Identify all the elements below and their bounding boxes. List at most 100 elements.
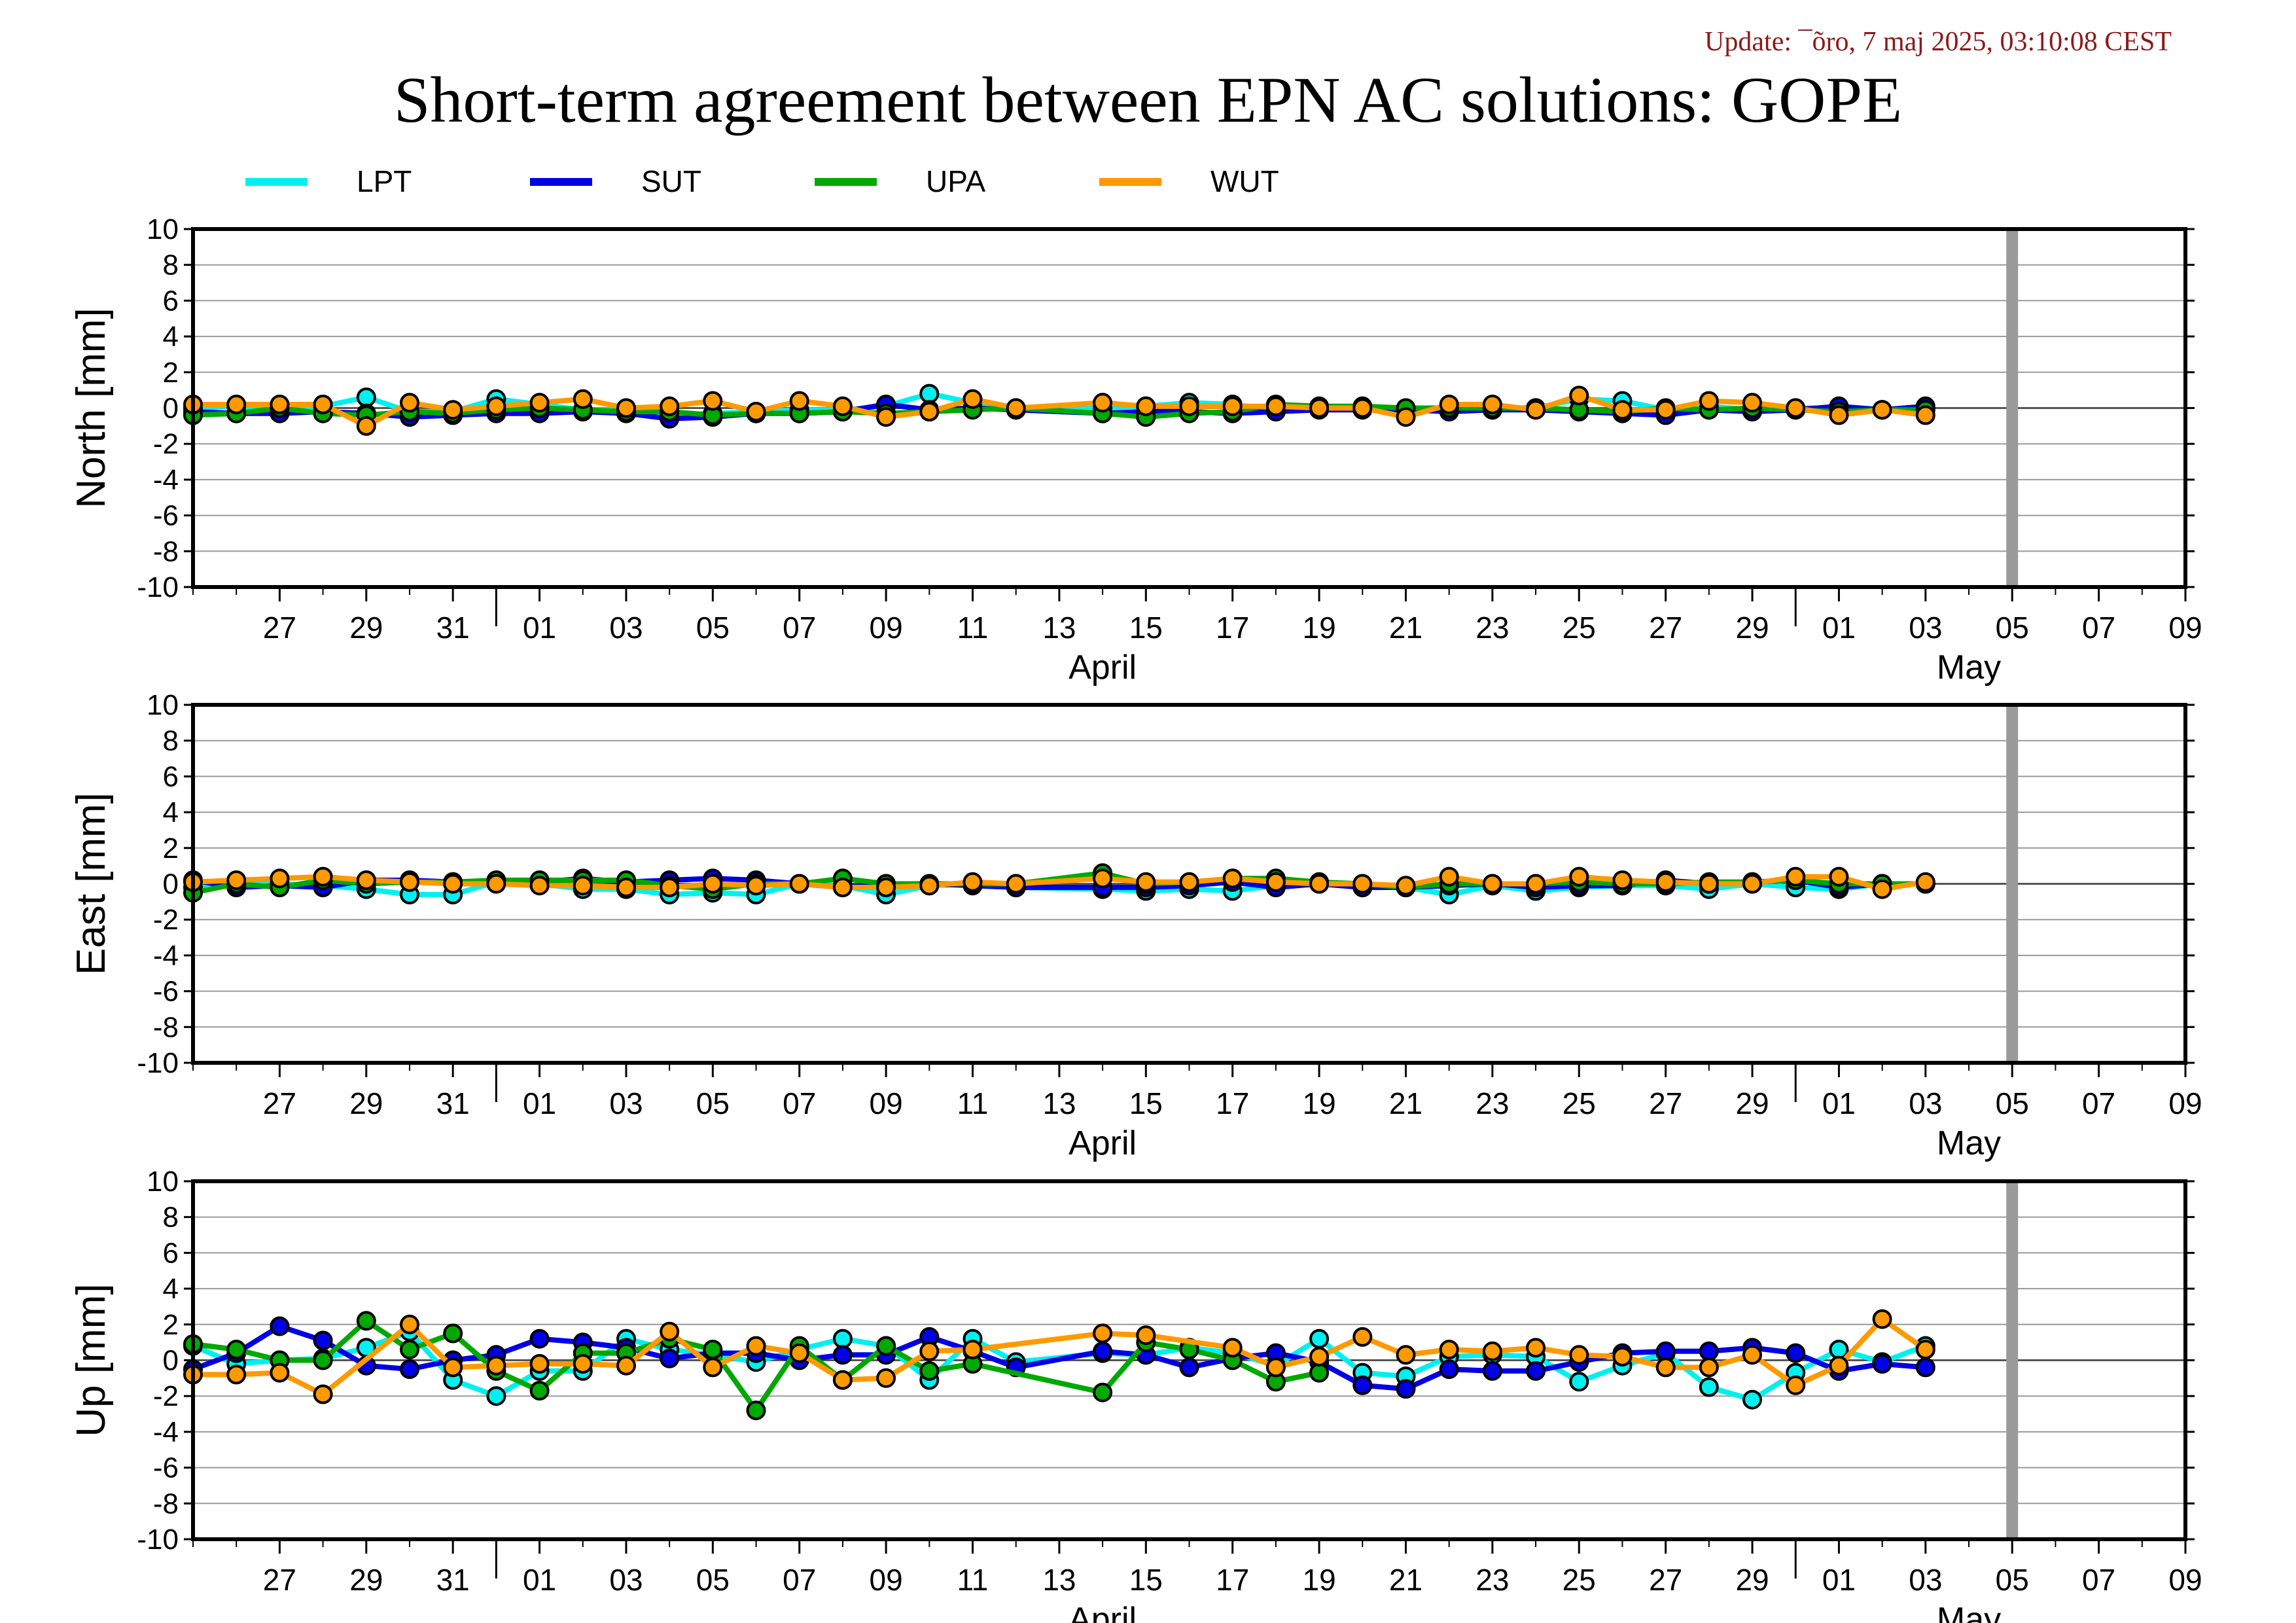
data-point-wut bbox=[313, 866, 333, 887]
x-tick-label: 01 bbox=[523, 1563, 556, 1597]
data-point-wut bbox=[1265, 1357, 1286, 1378]
x-tick-label: 03 bbox=[609, 611, 643, 645]
data-point-sut bbox=[1655, 1341, 1676, 1361]
data-point-wut bbox=[660, 1321, 680, 1342]
x-tick-label: 25 bbox=[1563, 1563, 1596, 1597]
data-point-wut bbox=[616, 398, 636, 418]
y-tick-label: 10 bbox=[147, 213, 179, 245]
data-point-wut bbox=[573, 876, 593, 896]
x-tick-label: 19 bbox=[1303, 1563, 1336, 1597]
series-line-sut bbox=[192, 1323, 1926, 1392]
series-line-wut bbox=[193, 393, 1926, 429]
data-point-sut bbox=[1786, 1343, 1806, 1363]
data-point-upa bbox=[443, 1323, 463, 1344]
data-point-wut bbox=[746, 876, 766, 896]
data-point-lpt bbox=[356, 387, 376, 408]
x-tick-label: 23 bbox=[1475, 1086, 1509, 1120]
y-tick-label: 0 bbox=[163, 868, 179, 901]
x-tick-label: 21 bbox=[1389, 1563, 1422, 1597]
data-point-wut bbox=[876, 1368, 896, 1388]
data-point-lpt bbox=[1742, 1389, 1762, 1410]
data-point-wut bbox=[660, 396, 680, 416]
y-tick-label: -6 bbox=[153, 1452, 179, 1484]
data-point-wut bbox=[356, 416, 376, 436]
data-point-wut bbox=[1396, 407, 1416, 427]
series-line-wut bbox=[192, 874, 1926, 892]
data-point-wut bbox=[1786, 398, 1806, 418]
data-point-upa bbox=[313, 1350, 333, 1370]
x-tick-label: 13 bbox=[1042, 1563, 1076, 1597]
y-tick-label: -10 bbox=[137, 1047, 179, 1079]
y-tick-label: 6 bbox=[163, 760, 179, 793]
data-point-wut bbox=[443, 400, 463, 420]
data-point-wut bbox=[1482, 395, 1502, 414]
data-point-wut bbox=[876, 878, 896, 897]
data-point-wut bbox=[703, 1357, 723, 1378]
data-point-wut bbox=[1006, 398, 1026, 418]
data-point-wut bbox=[1526, 1338, 1546, 1358]
x-tick-label: 23 bbox=[1475, 611, 1509, 645]
y-tick-label: -10 bbox=[137, 571, 179, 603]
x-tick-label: 27 bbox=[1649, 1086, 1682, 1120]
data-point-sut bbox=[1699, 1341, 1719, 1361]
x-tick-label: 31 bbox=[436, 1563, 470, 1597]
data-point-wut bbox=[226, 395, 247, 414]
x-tick-label: 07 bbox=[2082, 1086, 2115, 1120]
data-point-wut bbox=[1222, 1338, 1243, 1358]
data-point-wut bbox=[1829, 405, 1849, 425]
data-point-wut bbox=[529, 1354, 550, 1374]
data-point-wut bbox=[1526, 874, 1546, 894]
y-tick-label: -10 bbox=[137, 1524, 179, 1556]
x-tick-label: 17 bbox=[1216, 1563, 1249, 1597]
data-point-upa bbox=[226, 1340, 247, 1360]
data-point-wut bbox=[1309, 1347, 1330, 1366]
data-point-sut bbox=[529, 1329, 550, 1349]
data-point-wut bbox=[270, 395, 290, 414]
data-point-wut bbox=[226, 1364, 247, 1385]
x-tick-label: 29 bbox=[349, 1563, 383, 1597]
data-point-wut bbox=[832, 1370, 853, 1390]
data-point-wut bbox=[1482, 874, 1502, 894]
y-tick-label: 4 bbox=[163, 1273, 179, 1305]
x-tick-label: 27 bbox=[263, 611, 296, 645]
y-tick-label: 10 bbox=[147, 689, 179, 721]
x-tick-label: 09 bbox=[870, 1086, 903, 1120]
data-point-wut bbox=[573, 1354, 593, 1374]
x-tick-label: 17 bbox=[1216, 611, 1249, 645]
x-tick-label: 09 bbox=[870, 1563, 903, 1597]
data-point-wut bbox=[400, 393, 419, 413]
data-point-wut bbox=[832, 878, 853, 897]
data-point-wut bbox=[1786, 866, 1806, 887]
x-tick-label: 07 bbox=[783, 1563, 816, 1597]
x-tick-label: 07 bbox=[2082, 611, 2115, 645]
data-point-sut bbox=[1396, 1379, 1416, 1399]
data-point-wut bbox=[443, 1357, 463, 1378]
month-label: April bbox=[1069, 649, 1137, 687]
x-tick-label: 03 bbox=[1909, 1563, 1942, 1597]
y-tick-label: 8 bbox=[163, 725, 179, 757]
y-tick-label: -6 bbox=[153, 976, 179, 1008]
data-point-sut bbox=[660, 1348, 680, 1368]
data-point-wut bbox=[226, 870, 247, 890]
data-point-wut bbox=[1265, 396, 1286, 416]
data-point-wut bbox=[746, 402, 766, 421]
y-tick-label: 4 bbox=[163, 796, 179, 829]
x-tick-label: 11 bbox=[957, 1563, 989, 1597]
x-tick-label: 01 bbox=[1822, 1086, 1856, 1120]
data-point-wut bbox=[1526, 400, 1546, 420]
x-tick-label: 29 bbox=[1735, 611, 1769, 645]
x-tick-label: 03 bbox=[1909, 1086, 1942, 1120]
series-wut bbox=[183, 1309, 1935, 1404]
x-tick-label: 09 bbox=[870, 611, 903, 645]
x-tick-label: 23 bbox=[1475, 1563, 1509, 1597]
x-tick-label: 25 bbox=[1563, 1086, 1596, 1120]
data-point-sut bbox=[400, 1359, 419, 1380]
data-point-wut bbox=[1136, 396, 1156, 416]
data-point-wut bbox=[1396, 1345, 1416, 1365]
y-tick-label: -6 bbox=[153, 500, 179, 532]
x-tick-label: 11 bbox=[957, 1086, 989, 1120]
data-point-wut bbox=[1265, 872, 1286, 892]
data-point-wut bbox=[1872, 1309, 1892, 1329]
x-tick-label: 19 bbox=[1303, 1086, 1336, 1120]
data-point-wut bbox=[616, 1355, 636, 1376]
